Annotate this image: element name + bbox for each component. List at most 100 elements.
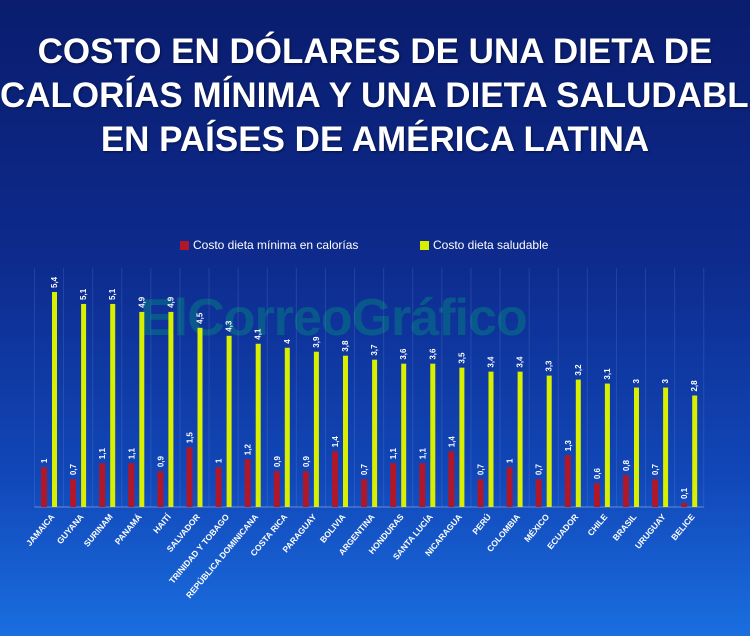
category-label: MÉXICO	[522, 512, 551, 544]
data-label-min: 1,4	[447, 436, 456, 448]
data-label-min: 0,9	[273, 455, 282, 467]
bar-min-calorie	[390, 463, 397, 507]
data-label-min: 0,8	[622, 459, 631, 471]
bar-min-calorie	[244, 459, 251, 507]
bar-healthy-diet	[255, 343, 261, 507]
bar-healthy-diet	[372, 359, 378, 507]
data-label-healthy: 2,8	[690, 380, 699, 392]
title-line-1: COSTO EN DÓLARES DE UNA DIETA DE	[37, 32, 713, 71]
legend-swatch-healthy	[420, 240, 429, 250]
bar-min-calorie	[302, 471, 309, 507]
bar-healthy-diet	[459, 367, 465, 507]
bar-min-calorie	[70, 479, 77, 507]
category-label: BELICE	[669, 512, 697, 543]
bar-healthy-diet	[604, 383, 610, 507]
data-label-healthy: 3,1	[603, 368, 612, 380]
category-label: HAITÍ	[151, 511, 173, 535]
title-line-2: CALORÍAS MÍNIMA Y UNA DIETA SALUDABLE	[0, 76, 750, 115]
legend-item-healthy: Costo dieta saludable	[420, 238, 548, 252]
data-label-healthy: 3,9	[312, 336, 321, 348]
bar-healthy-diet	[430, 363, 436, 507]
bar-min-calorie	[448, 451, 455, 507]
data-label-healthy: 4,9	[137, 296, 146, 308]
bar-min-calorie	[535, 479, 542, 507]
bar-min-calorie	[41, 467, 47, 507]
data-label-min: 1,3	[564, 440, 573, 452]
data-label-healthy: 3,6	[428, 348, 437, 360]
bar-min-calorie	[681, 503, 688, 507]
data-label-healthy: 4,5	[196, 312, 205, 324]
bar-min-calorie	[361, 479, 368, 507]
data-label-healthy: 5,4	[50, 276, 59, 288]
bar-healthy-diet	[313, 351, 319, 507]
data-label-healthy: 3,3	[545, 360, 554, 372]
data-label-min: 0,6	[593, 467, 602, 479]
data-label-healthy: 4,1	[254, 328, 263, 340]
category-label: PERÚ	[469, 511, 493, 536]
bar-min-calorie	[273, 471, 280, 507]
data-label-healthy: 4,3	[225, 320, 234, 332]
data-label-healthy: 3	[661, 379, 670, 384]
data-label-min: 0,7	[360, 463, 369, 475]
data-label-min: 1	[40, 458, 49, 463]
data-label-min: 0,1	[680, 487, 689, 499]
data-label-min: 1	[215, 458, 224, 463]
data-label-min: 1,4	[331, 436, 340, 448]
bar-healthy-diet	[226, 335, 232, 507]
legend-swatch-min	[180, 240, 189, 250]
data-label-healthy: 3,4	[487, 356, 496, 368]
bar-healthy-diet	[692, 395, 698, 507]
data-label-healthy: 3,6	[399, 348, 408, 360]
bar-healthy-diet	[517, 371, 523, 507]
bar-healthy-diet	[81, 303, 87, 507]
data-label-min: 1,5	[186, 432, 195, 444]
watermark-logo: ElCorreoGráfico	[140, 289, 528, 347]
bar-min-calorie	[186, 447, 193, 507]
data-label-min: 0,7	[477, 463, 486, 475]
bar-min-calorie	[99, 463, 106, 507]
bar-min-calorie	[419, 463, 426, 507]
bar-min-calorie	[506, 467, 513, 507]
data-label-healthy: 3,4	[516, 356, 525, 368]
category-label: BRASIL	[611, 512, 639, 543]
data-label-min: 1,1	[127, 448, 136, 460]
data-label-healthy: 5,1	[108, 288, 117, 300]
bar-healthy-diet	[168, 311, 174, 507]
data-label-min: 1,1	[98, 448, 107, 460]
category-label: SURINAM	[82, 512, 115, 549]
legend-item-min: Costo dieta mínima en calorías	[180, 238, 358, 252]
bar-healthy-diet	[197, 327, 203, 507]
data-label-healthy: 4	[283, 339, 292, 344]
category-label: GUYANA	[55, 512, 86, 546]
bar-min-calorie	[332, 451, 338, 507]
bar-healthy-diet	[401, 363, 407, 507]
legend-label-min: Costo dieta mínima en calorías	[193, 238, 359, 252]
bar-healthy-diet	[575, 379, 581, 507]
bar-min-calorie	[652, 479, 659, 507]
data-label-min: 0,7	[651, 463, 660, 475]
data-label-healthy: 3	[632, 379, 641, 384]
data-label-min: 1,2	[244, 444, 253, 456]
chart-title: COSTO EN DÓLARES DE UNA DIETA DE CALORÍA…	[0, 30, 750, 162]
data-label-min: 1,1	[418, 448, 427, 460]
data-label-healthy: 3,5	[457, 352, 466, 364]
bar-min-calorie	[593, 483, 600, 507]
data-label-min: 0,9	[302, 455, 311, 467]
category-label: JAMAICA	[24, 512, 57, 548]
data-label-min: 0,7	[69, 463, 78, 475]
bar-min-calorie	[564, 455, 571, 507]
bar-healthy-diet	[139, 311, 145, 507]
bar-healthy-diet	[663, 387, 669, 507]
bar-min-calorie	[157, 471, 164, 507]
data-label-healthy: 5,1	[79, 288, 88, 300]
bar-healthy-diet	[546, 375, 552, 507]
category-label: BOLIVIA	[318, 512, 348, 545]
title-line-3: EN PAÍSES DE AMÉRICA LATINA	[100, 120, 650, 159]
data-label-min: 0,9	[156, 455, 165, 467]
category-label: CHILE	[585, 512, 609, 538]
category-label: PANAMÁ	[113, 512, 144, 547]
bar-healthy-diet	[284, 347, 290, 507]
data-label-healthy: 3,7	[370, 344, 379, 356]
bar-healthy-diet	[52, 292, 57, 507]
